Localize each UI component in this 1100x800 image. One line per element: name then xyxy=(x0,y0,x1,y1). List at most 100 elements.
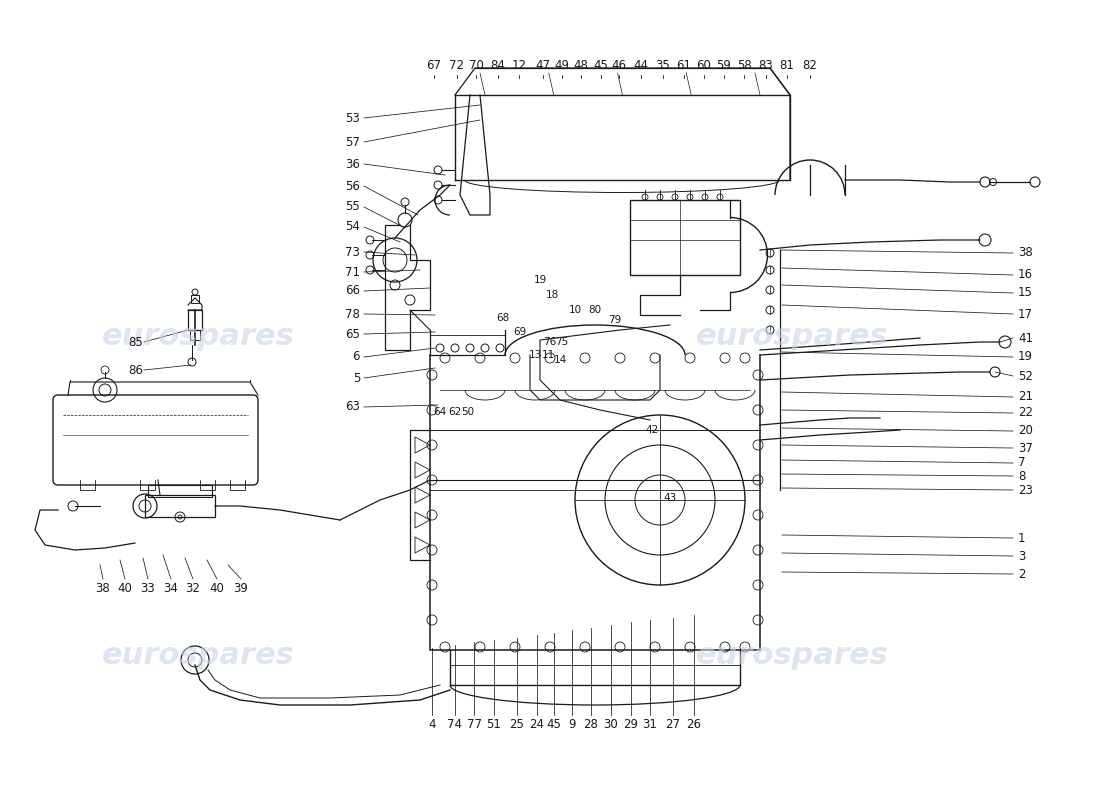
Text: 31: 31 xyxy=(642,718,658,731)
Text: 23: 23 xyxy=(1018,483,1033,497)
Text: eurospares: eurospares xyxy=(101,322,295,350)
Text: 39: 39 xyxy=(233,582,249,595)
Text: 51: 51 xyxy=(486,718,502,731)
Bar xyxy=(145,495,214,517)
Text: 49: 49 xyxy=(554,59,570,72)
Text: 78: 78 xyxy=(345,307,360,321)
Text: 16: 16 xyxy=(1018,269,1033,282)
Text: 65: 65 xyxy=(345,327,360,341)
Bar xyxy=(190,330,200,340)
Text: 68: 68 xyxy=(496,313,509,323)
Text: eurospares: eurospares xyxy=(695,642,889,670)
Text: 70: 70 xyxy=(469,59,483,72)
Text: 61: 61 xyxy=(676,59,692,72)
Bar xyxy=(148,485,212,497)
Text: 30: 30 xyxy=(604,718,618,731)
Text: 76: 76 xyxy=(543,337,557,347)
Text: 84: 84 xyxy=(491,59,505,72)
Text: 77: 77 xyxy=(466,718,482,731)
Text: 74: 74 xyxy=(448,718,462,731)
Text: 9: 9 xyxy=(569,718,575,731)
Text: 73: 73 xyxy=(345,246,360,258)
Text: 43: 43 xyxy=(663,493,676,503)
Text: 38: 38 xyxy=(96,582,110,595)
Text: 7: 7 xyxy=(1018,457,1025,470)
Text: 38: 38 xyxy=(1018,246,1033,259)
Text: 69: 69 xyxy=(514,327,527,337)
Text: 33: 33 xyxy=(141,582,155,595)
Text: 25: 25 xyxy=(509,718,525,731)
Text: 60: 60 xyxy=(696,59,712,72)
Text: 54: 54 xyxy=(345,221,360,234)
Text: 64: 64 xyxy=(433,407,447,417)
Text: eurospares: eurospares xyxy=(695,322,889,350)
Text: 22: 22 xyxy=(1018,406,1033,419)
Text: 44: 44 xyxy=(634,59,649,72)
Text: 4: 4 xyxy=(428,718,436,731)
Text: 28: 28 xyxy=(584,718,598,731)
Bar xyxy=(630,200,740,275)
Text: 5: 5 xyxy=(353,371,360,385)
Text: 82: 82 xyxy=(803,59,817,72)
Text: 67: 67 xyxy=(427,59,441,72)
Text: 29: 29 xyxy=(624,718,638,731)
Text: eurospares: eurospares xyxy=(101,642,295,670)
Text: 19: 19 xyxy=(1018,350,1033,363)
Text: 2: 2 xyxy=(1018,567,1025,581)
Text: 85: 85 xyxy=(129,335,143,349)
Text: 66: 66 xyxy=(345,285,360,298)
Text: 75: 75 xyxy=(556,337,569,347)
Text: 36: 36 xyxy=(345,158,360,170)
Bar xyxy=(191,295,199,303)
Text: 46: 46 xyxy=(612,59,627,72)
Text: 14: 14 xyxy=(553,355,566,365)
Text: 21: 21 xyxy=(1018,390,1033,403)
Text: 47: 47 xyxy=(536,59,550,72)
Text: 80: 80 xyxy=(588,305,602,315)
Text: 6: 6 xyxy=(352,350,360,363)
Text: 72: 72 xyxy=(450,59,464,72)
Text: 15: 15 xyxy=(1018,286,1033,299)
Text: 10: 10 xyxy=(569,305,582,315)
Text: 57: 57 xyxy=(345,135,360,149)
Text: 27: 27 xyxy=(666,718,681,731)
Text: 8: 8 xyxy=(1018,470,1025,482)
Text: 40: 40 xyxy=(210,582,224,595)
Text: 12: 12 xyxy=(512,59,527,72)
Text: 1: 1 xyxy=(1018,531,1025,545)
Text: 19: 19 xyxy=(534,275,547,285)
Text: 59: 59 xyxy=(716,59,732,72)
Text: 55: 55 xyxy=(345,201,360,214)
Text: 79: 79 xyxy=(608,315,622,325)
Text: 86: 86 xyxy=(128,363,143,377)
Text: 81: 81 xyxy=(780,59,794,72)
Bar xyxy=(188,310,202,330)
Text: 35: 35 xyxy=(656,59,670,72)
Text: 45: 45 xyxy=(547,718,561,731)
Text: 32: 32 xyxy=(186,582,200,595)
Text: 52: 52 xyxy=(1018,370,1033,382)
Text: 17: 17 xyxy=(1018,307,1033,321)
Text: 20: 20 xyxy=(1018,425,1033,438)
Text: 71: 71 xyxy=(345,266,360,278)
Text: 18: 18 xyxy=(546,290,559,300)
Text: 58: 58 xyxy=(737,59,751,72)
Text: 41: 41 xyxy=(1018,331,1033,345)
Text: 62: 62 xyxy=(449,407,462,417)
Text: 11: 11 xyxy=(541,350,554,360)
Text: 63: 63 xyxy=(345,401,360,414)
Text: 42: 42 xyxy=(646,425,659,435)
Text: 56: 56 xyxy=(345,179,360,193)
Text: 83: 83 xyxy=(759,59,773,72)
Text: 34: 34 xyxy=(164,582,178,595)
Text: 48: 48 xyxy=(573,59,588,72)
Text: 13: 13 xyxy=(528,350,541,360)
Text: 50: 50 xyxy=(461,407,474,417)
Text: 53: 53 xyxy=(345,111,360,125)
Text: 24: 24 xyxy=(529,718,544,731)
Text: 40: 40 xyxy=(118,582,132,595)
Text: 3: 3 xyxy=(1018,550,1025,562)
Text: 37: 37 xyxy=(1018,442,1033,454)
Text: 26: 26 xyxy=(686,718,702,731)
Text: 45: 45 xyxy=(594,59,608,72)
